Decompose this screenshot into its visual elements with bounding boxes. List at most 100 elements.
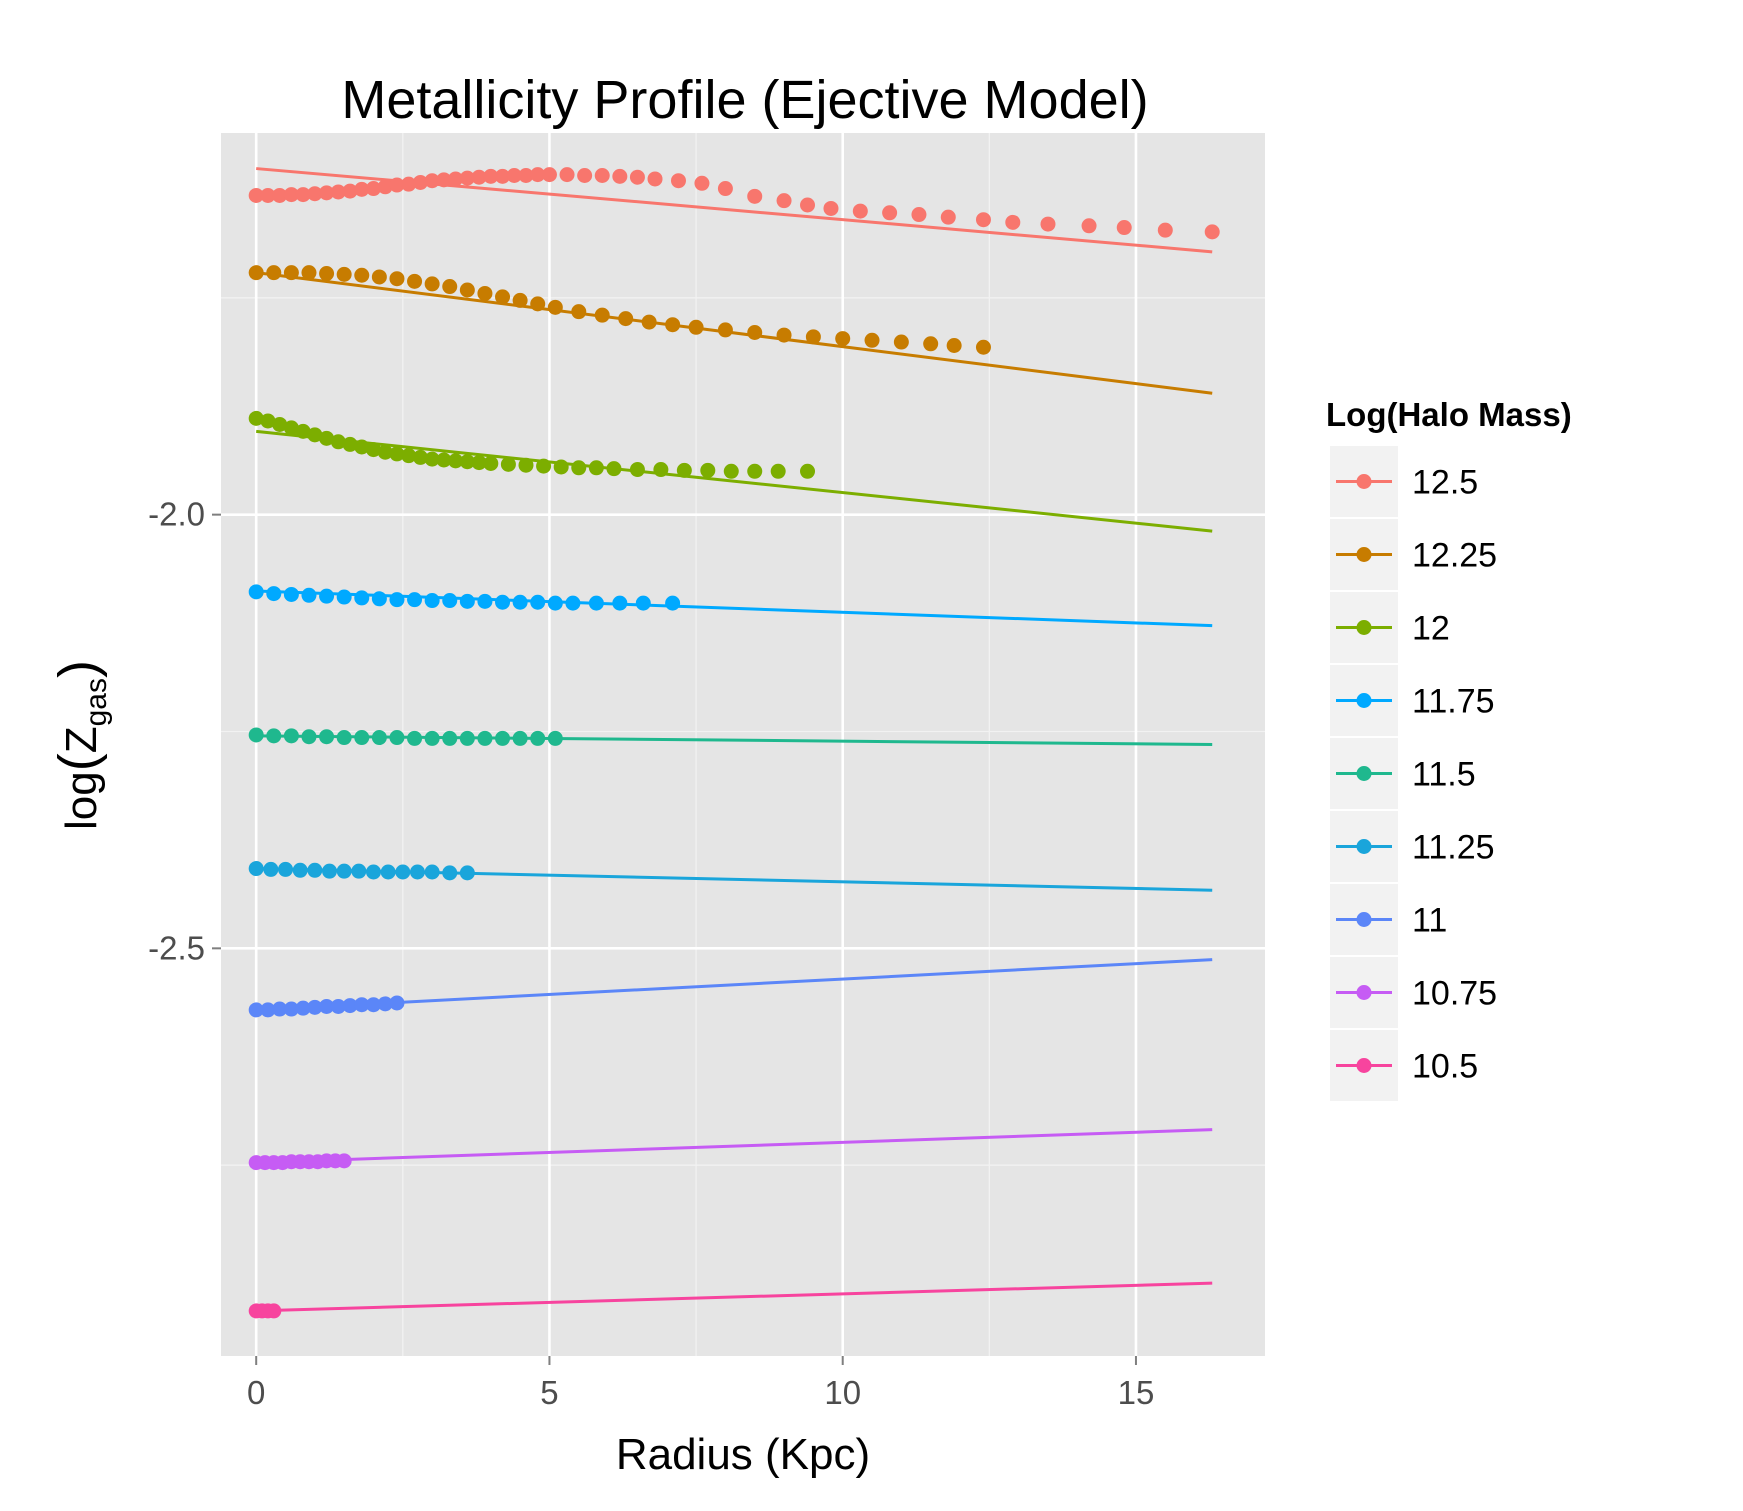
data-point-11.5 — [424, 730, 440, 746]
data-point-12.25 — [248, 265, 264, 281]
data-point-11.75 — [665, 595, 681, 611]
data-point-12.5 — [471, 169, 487, 185]
data-point-12.5 — [629, 169, 645, 185]
data-point-12.5 — [911, 207, 927, 223]
data-point-12.25 — [835, 331, 851, 347]
data-point-12.5 — [495, 168, 511, 184]
data-point-12 — [518, 457, 534, 473]
data-point-12 — [307, 427, 323, 443]
x-tick-label: 5 — [540, 1374, 558, 1411]
data-point-12.5 — [975, 212, 991, 228]
data-point-12.5 — [506, 168, 522, 184]
data-point-11.5 — [301, 729, 317, 745]
legend: Log(Halo Mass) 12.5 12.25 12 11.75 11.5 11.25… — [1326, 396, 1572, 1101]
legend-label: 11.75 — [1412, 683, 1495, 721]
x-tick-label: 15 — [1118, 1374, 1155, 1411]
data-point-11 — [319, 998, 335, 1014]
legend-label: 11.25 — [1412, 829, 1495, 867]
data-point-11.5 — [248, 727, 264, 743]
data-point-12.25 — [776, 327, 792, 343]
data-point-11 — [354, 997, 370, 1013]
data-point-12.25 — [717, 322, 733, 338]
legend-label: 10.5 — [1412, 1048, 1478, 1086]
fit-line-10.5 — [256, 1281, 1213, 1313]
data-point-12.25 — [477, 285, 493, 301]
data-point-12 — [770, 463, 786, 479]
data-point-11.25 — [263, 861, 279, 877]
svg-text:log(Zgas): log(Zgas) — [48, 660, 113, 830]
data-point-12.25 — [665, 317, 681, 333]
data-point-12.25 — [530, 296, 546, 312]
data-point-12.5 — [283, 187, 299, 203]
legend-label: 11 — [1412, 902, 1447, 940]
data-point-11.5 — [371, 730, 387, 746]
data-point-12 — [571, 460, 587, 476]
x-tick-label: 0 — [247, 1374, 265, 1411]
data-point-11.5 — [547, 730, 563, 746]
chart-title: Metallicity Profile (Ejective Model) — [341, 70, 1148, 130]
data-point-11 — [295, 1000, 311, 1016]
data-point-12.25 — [266, 265, 282, 281]
data-point-12.5 — [1116, 220, 1132, 236]
data-point-12.5 — [776, 193, 792, 209]
data-point-12.25 — [547, 299, 563, 315]
data-point-11.75 — [565, 595, 581, 611]
data-point-12 — [800, 463, 816, 479]
legend-key-point — [1356, 474, 1372, 489]
data-point-11.25 — [292, 862, 308, 878]
data-point-11.5 — [354, 730, 370, 746]
legend-key-point — [1356, 547, 1372, 562]
data-point-11.75 — [477, 593, 493, 609]
data-point-11.5 — [407, 730, 423, 746]
data-point-11.5 — [459, 730, 475, 746]
y-axis-label: log(Zgas) — [48, 660, 113, 830]
data-point-11.75 — [371, 591, 387, 607]
data-point-12.5 — [518, 168, 534, 184]
data-point-12.5 — [940, 209, 956, 225]
data-point-11.5 — [530, 730, 546, 746]
data-point-11 — [283, 1001, 299, 1017]
data-point-11 — [365, 997, 381, 1013]
y-tick-label: -2.0 — [148, 496, 205, 533]
data-point-12.5 — [272, 187, 288, 203]
data-point-11.75 — [530, 594, 546, 610]
data-point-12.5 — [295, 187, 311, 203]
data-point-12.5 — [424, 173, 440, 189]
data-point-11.5 — [442, 730, 458, 746]
data-point-11.75 — [248, 584, 264, 600]
data-point-12.5 — [260, 187, 276, 203]
data-point-11.25 — [424, 864, 440, 880]
data-point-12 — [283, 420, 299, 436]
data-point-11.25 — [442, 865, 458, 881]
fit-line-12 — [256, 429, 1213, 533]
data-point-12 — [483, 455, 499, 471]
y-axis-label-sub: gas — [80, 678, 113, 726]
data-point-11 — [377, 996, 393, 1012]
data-point-12.25 — [354, 267, 370, 283]
data-point-12.5 — [1204, 224, 1220, 240]
data-point-12.5 — [436, 172, 452, 188]
data-point-12.25 — [371, 269, 387, 285]
data-point-11.75 — [354, 590, 370, 606]
data-point-12.25 — [389, 271, 405, 287]
legend-label: 11.5 — [1412, 756, 1476, 794]
data-point-12.5 — [852, 203, 868, 219]
legend-label: 12 — [1412, 610, 1450, 648]
data-point-11.25 — [248, 861, 264, 877]
data-point-12 — [459, 454, 475, 470]
data-point-11.25 — [351, 863, 367, 879]
data-point-11.25 — [307, 862, 323, 878]
data-point-12 — [272, 416, 288, 432]
data-point-12.25 — [893, 334, 909, 350]
data-point-12.25 — [805, 329, 821, 345]
data-point-12 — [319, 430, 335, 446]
data-point-12 — [377, 444, 393, 460]
data-point-12 — [536, 458, 552, 474]
data-point-11.75 — [588, 595, 604, 611]
data-point-12 — [342, 436, 358, 452]
data-point-12.5 — [307, 186, 323, 202]
data-point-12 — [723, 463, 739, 479]
data-point-11.5 — [477, 730, 493, 746]
y-tick-label: -2.5 — [148, 929, 205, 966]
y-axis-label-main: log — [57, 771, 106, 830]
